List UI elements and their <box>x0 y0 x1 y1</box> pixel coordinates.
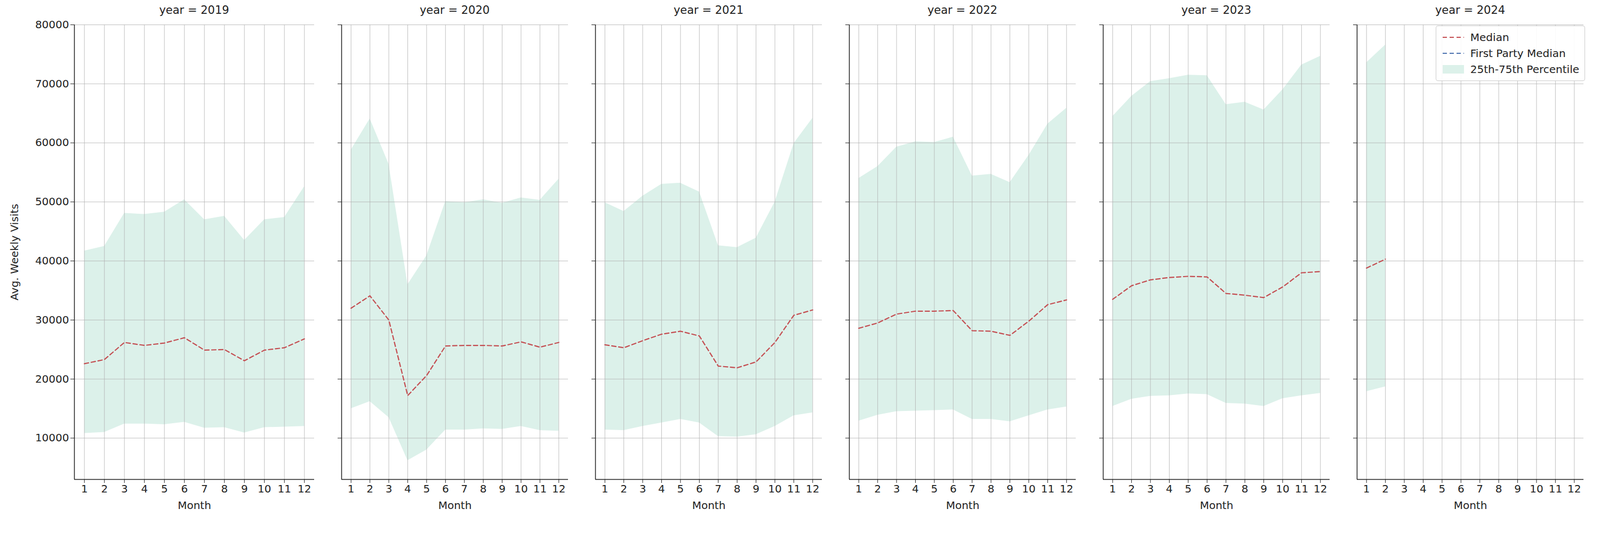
svg-text:1: 1 <box>855 482 863 496</box>
svg-text:6: 6 <box>180 482 188 496</box>
svg-text:12: 12 <box>1567 482 1581 496</box>
svg-text:10: 10 <box>1021 482 1036 496</box>
svg-text:10: 10 <box>1529 482 1543 496</box>
svg-text:4: 4 <box>1419 482 1427 496</box>
svg-text:7: 7 <box>460 482 468 496</box>
svg-text:1: 1 <box>81 482 88 496</box>
svg-text:10: 10 <box>1275 482 1290 496</box>
svg-text:11: 11 <box>1548 482 1563 496</box>
svg-text:10000: 10000 <box>35 431 70 445</box>
svg-text:3: 3 <box>1147 482 1155 496</box>
svg-text:12: 12 <box>297 482 311 496</box>
html-text:First Party Median: First Party Median <box>1470 46 1566 60</box>
svg-text:6: 6 <box>442 482 450 496</box>
svg-text:11: 11 <box>1041 482 1055 496</box>
svg-text:6: 6 <box>1203 482 1211 496</box>
html-text:year = 2022: year = 2022 <box>927 3 998 17</box>
svg-text:Month: Month <box>438 499 472 512</box>
svg-text:7: 7 <box>714 482 722 496</box>
svg-text:Month: Month <box>1453 499 1488 512</box>
svg-text:4: 4 <box>1165 482 1173 496</box>
svg-text:4: 4 <box>912 482 919 496</box>
svg-text:4: 4 <box>658 482 666 496</box>
svg-text:11: 11 <box>533 482 547 496</box>
svg-text:12: 12 <box>805 482 820 496</box>
svg-text:4: 4 <box>140 482 148 496</box>
svg-text:11: 11 <box>277 482 292 496</box>
svg-text:11: 11 <box>787 482 801 496</box>
svg-text:2: 2 <box>366 482 374 496</box>
svg-text:40000: 40000 <box>35 254 70 268</box>
svg-text:2: 2 <box>100 482 108 496</box>
svg-text:5: 5 <box>931 482 939 496</box>
html-text:year = 2024: year = 2024 <box>1435 3 1506 17</box>
svg-text:1: 1 <box>347 482 355 496</box>
svg-text:8: 8 <box>733 482 741 496</box>
svg-text:9: 9 <box>752 482 760 496</box>
svg-text:12: 12 <box>1313 482 1327 496</box>
svg-text:3: 3 <box>385 482 393 496</box>
svg-text:1: 1 <box>1363 482 1371 496</box>
svg-text:7: 7 <box>1222 482 1230 496</box>
svg-text:10: 10 <box>257 482 271 496</box>
svg-text:Month: Month <box>177 499 212 512</box>
svg-text:12: 12 <box>1059 482 1074 496</box>
svg-text:5: 5 <box>423 482 431 496</box>
svg-text:2: 2 <box>874 482 882 496</box>
html-text:25th-75th Percentile: 25th-75th Percentile <box>1470 62 1580 76</box>
svg-text:6: 6 <box>1457 482 1465 496</box>
svg-text:11: 11 <box>1294 482 1309 496</box>
svg-text:6: 6 <box>696 482 703 496</box>
svg-text:Month: Month <box>692 499 726 512</box>
svg-text:10: 10 <box>768 482 782 496</box>
svg-text:6: 6 <box>949 482 957 496</box>
svg-text:Avg. Weekly Visits: Avg. Weekly Visits <box>8 203 21 301</box>
html-text:year = 2023: year = 2023 <box>1181 3 1252 17</box>
svg-text:8: 8 <box>987 482 995 496</box>
svg-text:20000: 20000 <box>35 372 70 386</box>
svg-text:8: 8 <box>220 482 228 496</box>
svg-text:Month: Month <box>1200 499 1234 512</box>
svg-text:12: 12 <box>552 482 566 496</box>
svg-text:8: 8 <box>1495 482 1503 496</box>
svg-text:2: 2 <box>1381 482 1389 496</box>
html-text:year = 2019: year = 2019 <box>159 3 230 17</box>
svg-text:4: 4 <box>404 482 412 496</box>
svg-text:70000: 70000 <box>35 77 70 91</box>
svg-text:60000: 60000 <box>35 136 70 149</box>
svg-text:5: 5 <box>677 482 685 496</box>
svg-text:1: 1 <box>601 482 609 496</box>
svg-text:1: 1 <box>1109 482 1117 496</box>
svg-text:8: 8 <box>1241 482 1249 496</box>
svg-text:9: 9 <box>1006 482 1014 496</box>
svg-text:50000: 50000 <box>35 195 70 208</box>
svg-text:3: 3 <box>121 482 128 496</box>
html-text:year = 2020: year = 2020 <box>419 3 490 17</box>
svg-text:3: 3 <box>1401 482 1408 496</box>
svg-text:3: 3 <box>639 482 647 496</box>
svg-text:2: 2 <box>1128 482 1135 496</box>
svg-text:3: 3 <box>893 482 901 496</box>
html-text:year = 2021: year = 2021 <box>673 3 744 17</box>
svg-text:9: 9 <box>1260 482 1268 496</box>
svg-text:8: 8 <box>480 482 487 496</box>
svg-text:7: 7 <box>1476 482 1484 496</box>
svg-text:80000: 80000 <box>35 18 70 31</box>
svg-text:9: 9 <box>241 482 248 496</box>
svg-text:7: 7 <box>968 482 976 496</box>
svg-text:9: 9 <box>498 482 506 496</box>
svg-text:2: 2 <box>620 482 628 496</box>
html-text:Median: Median <box>1470 30 1510 44</box>
svg-text:9: 9 <box>1514 482 1522 496</box>
svg-text:5: 5 <box>1438 482 1446 496</box>
svg-text:10: 10 <box>514 482 528 496</box>
svg-text:7: 7 <box>201 482 208 496</box>
svg-text:5: 5 <box>161 482 168 496</box>
svg-text:5: 5 <box>1185 482 1192 496</box>
svg-text:Month: Month <box>946 499 980 512</box>
svg-text:30000: 30000 <box>35 313 70 327</box>
